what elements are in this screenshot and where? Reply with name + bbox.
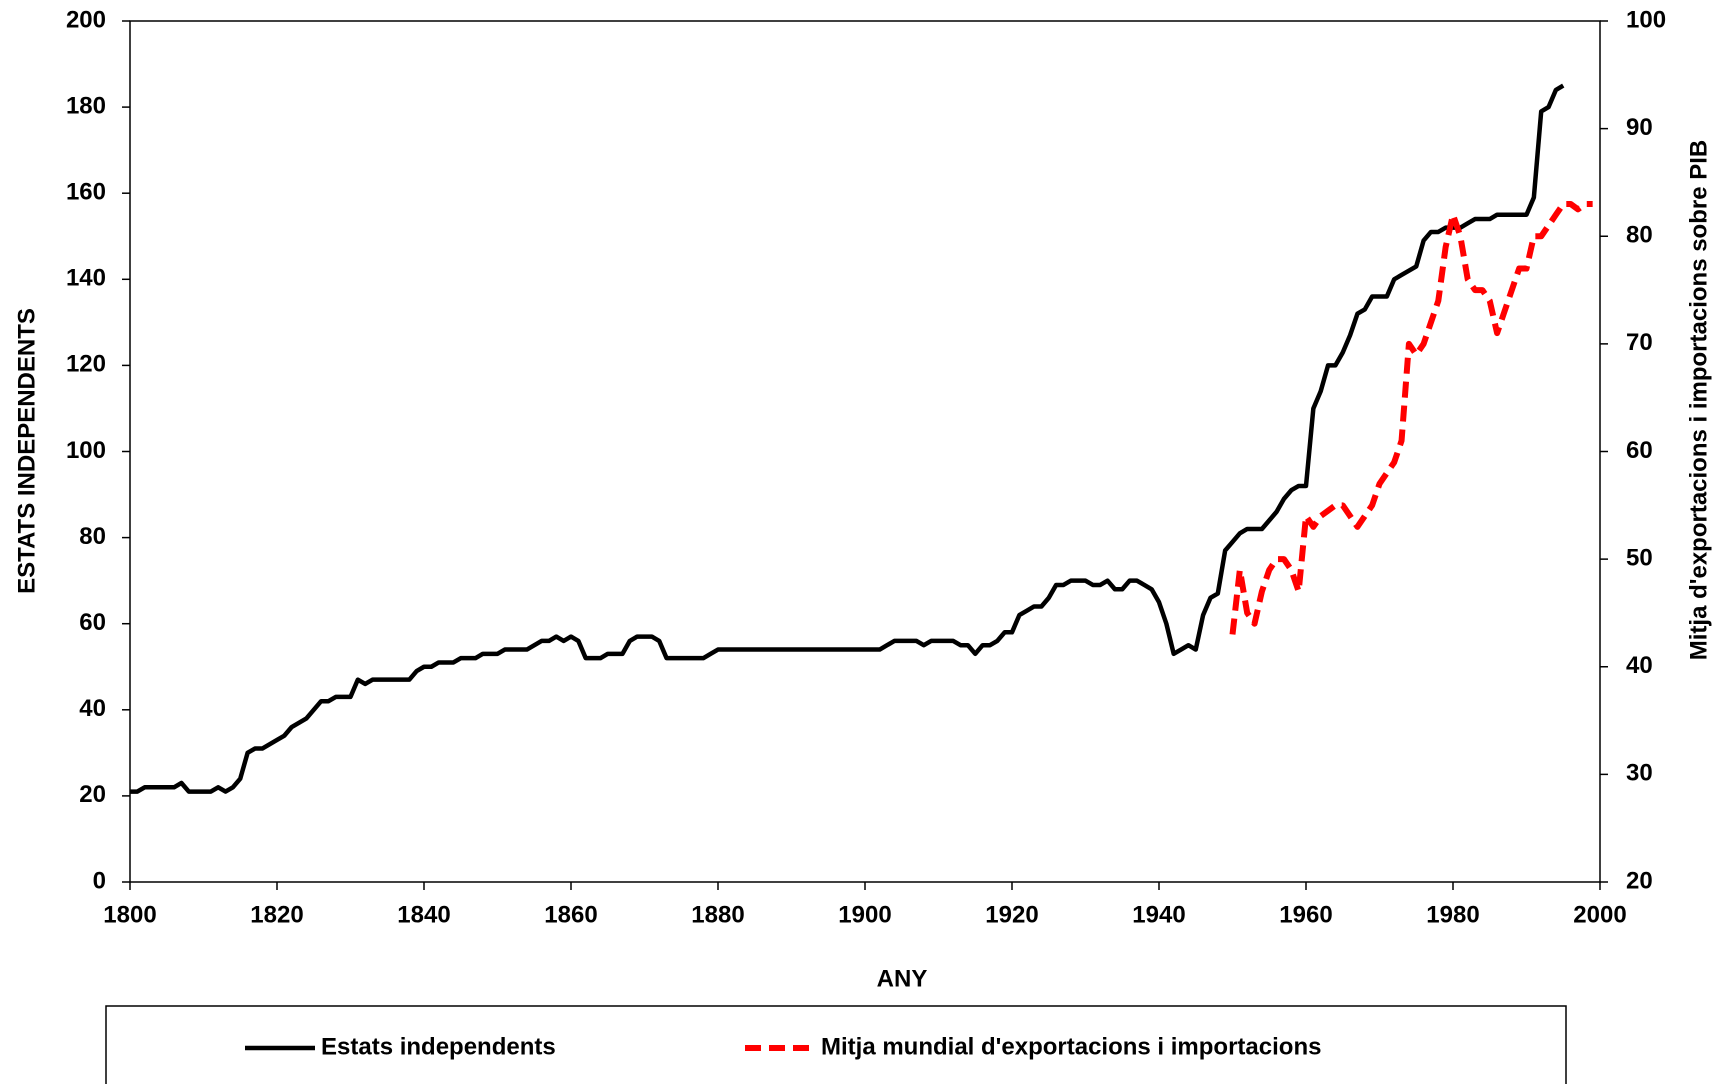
y2-tick-label: 20 xyxy=(1626,867,1653,894)
x-tick-label: 1880 xyxy=(691,901,744,928)
y2-tick-label: 90 xyxy=(1626,114,1653,141)
x-tick-label: 1820 xyxy=(250,901,303,928)
x-tick-label: 1940 xyxy=(1132,901,1185,928)
x-tick-label: 1840 xyxy=(397,901,450,928)
y2-tick-label: 60 xyxy=(1626,437,1653,464)
y2-tick-label: 70 xyxy=(1626,329,1653,356)
legend-box xyxy=(105,1005,1567,1084)
y-tick-label: 0 xyxy=(93,867,106,894)
x-tick-label: 1960 xyxy=(1279,901,1332,928)
y2-tick-label: 100 xyxy=(1626,6,1666,33)
y-tick-label: 140 xyxy=(66,265,106,292)
x-tick-label: 1800 xyxy=(103,901,156,928)
x-axis-label: ANY xyxy=(877,965,928,992)
series-line xyxy=(1229,200,1593,635)
y-tick-label: 160 xyxy=(66,179,106,206)
y-tick-label: 20 xyxy=(79,781,106,808)
y2-tick-label: 30 xyxy=(1626,760,1653,787)
y-tick-label: 120 xyxy=(66,351,106,378)
y-tick-label: 60 xyxy=(79,609,106,636)
legend-label: Estats independents xyxy=(321,1033,556,1060)
y2-axis-label: Mitja d'exportacions i importacions sobr… xyxy=(1685,140,1712,660)
legend-label: Mitja mundial d'exportacions i importaci… xyxy=(821,1033,1321,1060)
series-line xyxy=(130,83,1565,794)
y-tick-label: 80 xyxy=(79,523,106,550)
y-tick-label: 40 xyxy=(79,695,106,722)
plot-frame xyxy=(129,20,1601,883)
y2-tick-label: 50 xyxy=(1626,544,1653,571)
y-tick-label: 100 xyxy=(66,437,106,464)
y-tick-label: 200 xyxy=(66,6,106,33)
x-tick-label: 2000 xyxy=(1573,901,1626,928)
x-tick-label: 1900 xyxy=(838,901,891,928)
y-tick-label: 180 xyxy=(66,92,106,119)
x-tick-label: 1860 xyxy=(544,901,597,928)
x-tick-label: 1920 xyxy=(985,901,1038,928)
x-tick-label: 1980 xyxy=(1426,901,1479,928)
y2-tick-label: 40 xyxy=(1626,652,1653,679)
y-axis-label: ESTATS INDEPENDENTS xyxy=(13,308,40,594)
y2-tick-label: 80 xyxy=(1626,222,1653,249)
